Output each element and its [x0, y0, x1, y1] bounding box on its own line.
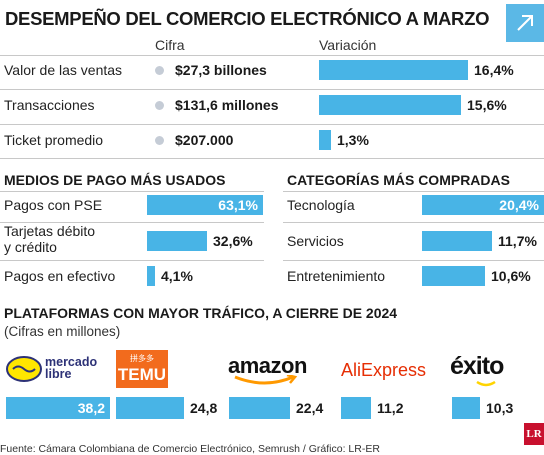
category-label-line: Tarjetas débito: [4, 223, 96, 239]
logo-subtext: 拼多多: [130, 354, 154, 363]
category-value-label: 10,6%: [491, 268, 531, 284]
variation-label: 1,3%: [337, 132, 369, 148]
bullet-dot: [155, 101, 164, 110]
row-label: Transacciones: [4, 97, 95, 113]
category-label: Pagos en efectivo: [4, 268, 116, 284]
platform-bar: [229, 397, 290, 419]
category-label: Tarjetas débito y crédito: [4, 223, 95, 255]
column-header-cifra: Cifra: [155, 37, 185, 53]
divider: [0, 260, 264, 261]
variation-label: 15,6%: [467, 97, 507, 113]
platform-value-label: 24,8: [190, 400, 218, 416]
logo-text: TEMU: [117, 365, 167, 384]
logo-text: amazon: [228, 353, 307, 378]
divider: [283, 260, 544, 261]
divider: [0, 55, 544, 56]
smile-icon: [476, 381, 496, 387]
column-header-variacion: Variación: [319, 37, 377, 53]
cifra-value: $131,6 millones: [175, 97, 279, 113]
divider: [0, 222, 264, 223]
logo-line: libre: [45, 367, 72, 381]
logo-text: éxito: [450, 352, 504, 380]
variation-label: 16,4%: [474, 62, 514, 78]
divider: [283, 191, 544, 192]
bullet-dot: [155, 66, 164, 75]
brand-logo: LR: [524, 423, 544, 445]
payment-bar: [147, 195, 263, 215]
platform-bar: [116, 397, 184, 419]
amazon-logo: amazon: [228, 353, 308, 387]
category-bar: [422, 231, 492, 251]
exito-logo: éxito: [450, 352, 520, 387]
payment-bar: [147, 266, 155, 286]
cifra-value: $27,3 billones: [175, 62, 267, 78]
section-subtitle: (Cifras en millones): [4, 324, 121, 339]
source-note: Fuente: Cámara Colombiana de Comercio El…: [0, 443, 380, 455]
category-label: Servicios: [287, 233, 344, 249]
category-value-label: 20,4%: [499, 197, 539, 213]
category-label: Tecnología: [287, 197, 355, 213]
payment-value-label: 32,6%: [213, 233, 253, 249]
page-title: DESEMPEÑO DEL COMERCIO ELECTRÓNICO A MAR…: [5, 8, 490, 29]
payment-bar: [147, 231, 207, 251]
handshake-icon: [6, 356, 42, 382]
platform-value-label: 11,2: [377, 400, 404, 416]
arrow-up-right-icon: [517, 15, 533, 31]
platform-bar: [6, 397, 110, 419]
section-title-platforms: PLATAFORMAS CON MAYOR TRÁFICO, A CIERRE …: [4, 305, 398, 321]
platform-bar: [341, 397, 371, 419]
platform-value-label: 22,4: [296, 400, 324, 416]
variation-bar: [319, 60, 468, 80]
category-label-line: y crédito: [4, 239, 57, 255]
row-label: Ticket promedio: [4, 132, 104, 148]
divider: [283, 222, 544, 223]
category-label: Entretenimiento: [287, 268, 386, 284]
variation-bar: [319, 130, 331, 150]
mercado-libre-logo: mercado libre: [6, 353, 106, 385]
temu-logo: 拼多多 TEMU: [116, 350, 168, 388]
divider: [0, 191, 264, 192]
payment-value-label: 63,1%: [218, 197, 258, 213]
divider: [0, 158, 544, 159]
category-value-label: 11,7%: [498, 233, 537, 249]
platform-value-label: 10,3: [486, 400, 514, 416]
payment-value-label: 4,1%: [161, 268, 193, 284]
smile-arrow-icon: [234, 375, 298, 385]
platform-value-label: 38,2: [77, 400, 105, 416]
variation-bar: [319, 95, 461, 115]
bullet-dot: [155, 136, 164, 145]
cifra-value: $207.000: [175, 132, 234, 148]
expand-button[interactable]: [506, 4, 544, 42]
divider: [0, 124, 544, 125]
aliexpress-logo: AliExpress: [341, 360, 427, 380]
platform-bar: [452, 397, 480, 419]
section-title-categories: CATEGORÍAS MÁS COMPRADAS: [287, 172, 510, 188]
divider: [0, 89, 544, 90]
row-label: Valor de las ventas: [4, 62, 123, 78]
category-bar: [422, 195, 544, 215]
category-label: Pagos con PSE: [4, 197, 103, 213]
section-title-payment: MEDIOS DE PAGO MÁS USADOS: [4, 172, 226, 188]
category-bar: [422, 266, 485, 286]
logo-line: mercado: [45, 355, 98, 369]
